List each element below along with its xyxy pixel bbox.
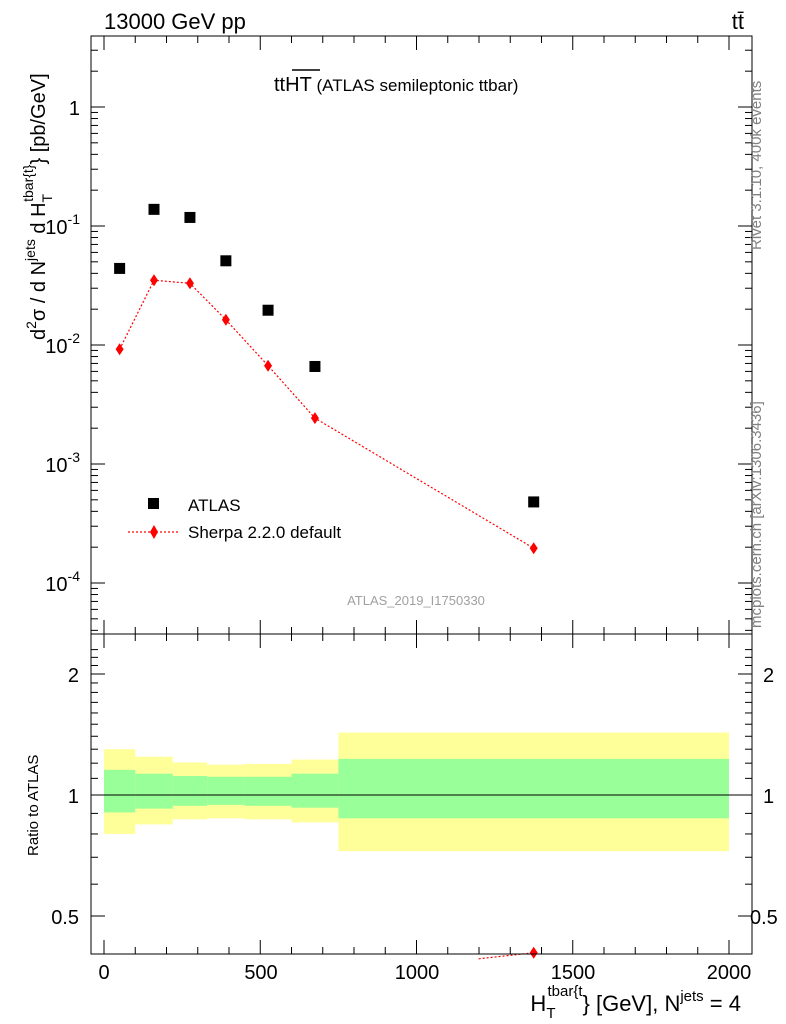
ratio-y-tick-label-right-0.5: 0.5 xyxy=(750,907,778,929)
sherpa-point xyxy=(529,542,538,555)
main-frame xyxy=(90,35,753,635)
ratio-band-inner xyxy=(207,776,245,805)
atlas-point xyxy=(262,304,274,316)
mcplots-credit-label: mcplots.cern.ch [arXiv:1306.3436] xyxy=(748,401,765,628)
atlas-point xyxy=(184,211,196,223)
x-tick-label-0: 0 xyxy=(98,962,109,984)
sherpa-point xyxy=(264,359,273,372)
ratio-band-inner xyxy=(135,773,173,809)
atlas-point xyxy=(220,255,232,267)
ratio-y-tick-labels: 0.5 1 2 0.5 1 2 xyxy=(51,665,778,929)
legend-sherpa-marker xyxy=(150,525,158,539)
sherpa-point xyxy=(115,343,124,356)
ratio-y-tick-label-right-2: 2 xyxy=(763,665,774,687)
ratio-band-inner xyxy=(291,773,339,808)
sherpa-series-line xyxy=(119,279,534,549)
x-tick-label-1000: 1000 xyxy=(395,962,440,984)
ratio-series xyxy=(478,946,538,960)
main-axis-ticks xyxy=(91,36,752,634)
ratio-y-tick-label-right-1: 1 xyxy=(763,786,774,808)
ratio-band-inner xyxy=(338,758,729,819)
ratio-y-tick-label-left-2: 2 xyxy=(68,665,79,687)
sherpa-point xyxy=(310,412,319,425)
main-series xyxy=(114,203,540,555)
ratio-bands xyxy=(104,732,729,852)
analysis-id: ATLAS_2019_I1750330 xyxy=(347,593,485,608)
sherpa-point xyxy=(150,274,158,287)
energy-label: 13000 GeV pp xyxy=(104,9,246,34)
atlas-point xyxy=(148,203,160,215)
ratio-band-inner xyxy=(244,776,292,806)
y-tick-label-1: 1 xyxy=(69,98,80,120)
atlas-point xyxy=(309,360,321,372)
ratio-axis-ticks xyxy=(91,634,752,954)
y-tick-label-1e-2: 10-2 xyxy=(45,330,80,358)
ratio-frame xyxy=(90,633,753,955)
main-y-tick-labels: 10-4 10-3 10-2 10-1 1 xyxy=(45,98,80,596)
atlas-point xyxy=(114,262,126,274)
legend-atlas-marker xyxy=(148,498,159,509)
sherpa-ratio-point xyxy=(529,946,538,959)
main-panel: 10-4 10-3 10-2 10-1 1 ttHT (ATLAS semile… xyxy=(20,35,753,635)
ratio-y-axis-label: Ratio to ATLAS xyxy=(25,755,42,856)
x-tick-label-2000: 2000 xyxy=(707,962,752,984)
y-tick-label-1e-3: 10-3 xyxy=(45,449,80,477)
legend-sherpa-label: Sherpa 2.2.0 default xyxy=(188,523,341,542)
x-tick-label-500: 500 xyxy=(244,962,277,984)
rivet-version-label: Rivet 3.1.10, 400k events xyxy=(748,81,765,250)
ratio-panel: 0.5 1 2 0.5 1 2 Ratio to ATLAS 0 500 100… xyxy=(25,633,778,1022)
x-tick-labels: 0 500 1000 1500 2000 xyxy=(98,962,751,984)
legend: ATLAS Sherpa 2.2.0 default xyxy=(128,496,341,542)
ratio-band-inner xyxy=(172,775,208,806)
x-tick-label-1500: 1500 xyxy=(551,962,596,984)
legend-atlas-label: ATLAS xyxy=(188,496,241,515)
ratio-y-tick-label-left-1: 1 xyxy=(68,786,79,808)
x-axis-label: HTtbar{t} [GeV], Njets = 4 xyxy=(530,983,741,1022)
y-tick-label-1e-4: 10-4 xyxy=(45,568,80,596)
sherpa-ratio-line xyxy=(478,952,534,960)
process-label: tt̄ xyxy=(732,9,744,34)
sherpa-point xyxy=(185,277,194,290)
sherpa-point xyxy=(221,313,230,326)
ratio-band-inner xyxy=(104,769,136,813)
y-tick-label-1e-1: 10-1 xyxy=(45,211,80,239)
ratio-y-tick-label-left-0.5: 0.5 xyxy=(51,907,79,929)
plot-title: ttHT (ATLAS semileptonic ttbar) xyxy=(274,74,518,96)
main-y-axis-label: d2σ / d Njets d HTtbar{t}} [pb/GeV] xyxy=(20,73,55,340)
atlas-point xyxy=(528,496,540,508)
